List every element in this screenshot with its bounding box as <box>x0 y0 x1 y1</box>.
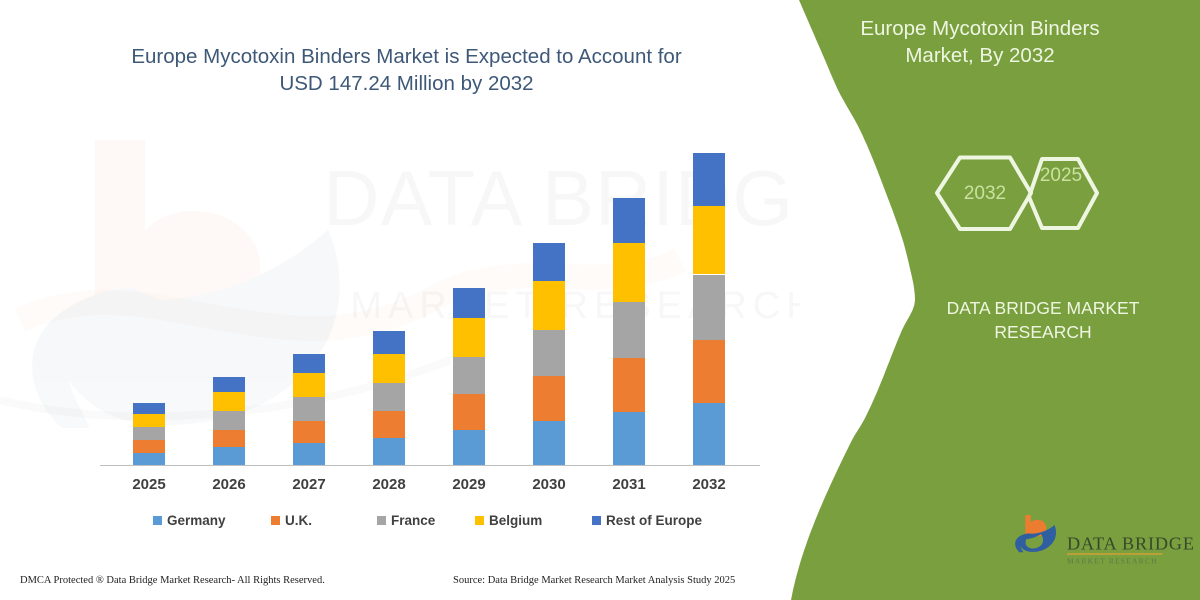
svg-text:2025: 2025 <box>1040 165 1082 186</box>
svg-text:2032: 2032 <box>964 183 1006 204</box>
svg-text:DATA BRIDGE: DATA BRIDGE <box>1067 534 1195 554</box>
svg-text:MARKET RESEARCH: MARKET RESEARCH <box>1067 557 1158 566</box>
